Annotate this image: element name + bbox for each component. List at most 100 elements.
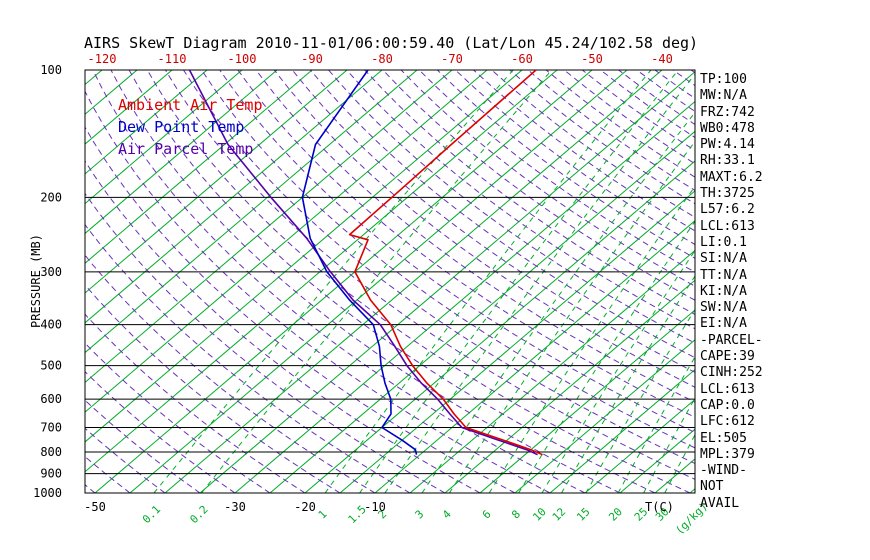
mixing-ratio-line — [153, 70, 514, 493]
bottom-axis-temp-label: -30 — [224, 500, 246, 514]
dry-adiabat-line — [509, 70, 695, 205]
top-axis-temp-label: -90 — [301, 52, 323, 66]
stat-l57: L57:6.2 — [700, 202, 755, 218]
top-axis-temp-label: -50 — [581, 52, 603, 66]
mixing-ratio-line — [488, 185, 695, 493]
mixing-ratio-line — [617, 356, 695, 493]
stat-ki: KI:N/A — [700, 283, 747, 299]
pressure-lines-group: 100 200 300 400 500 600 700 800 900 1000 — [33, 63, 695, 500]
top-axis-temp-label: -120 — [88, 52, 117, 66]
isotherm-line — [85, 70, 208, 175]
isotherm-line — [85, 70, 488, 413]
isotherm-line — [85, 70, 173, 145]
stat-cape: CAPE:39 — [700, 349, 755, 365]
stat-mw: MW:N/A — [700, 88, 747, 104]
stat-tt: TT:N/A — [700, 267, 747, 283]
curve-dew-point-temp — [301, 70, 418, 455]
bottom-axis-temp-label: -50 — [84, 500, 106, 514]
legend-dew-point-temp: Dew Point Temp — [118, 118, 244, 136]
dry-adiabat-line — [237, 70, 695, 418]
dry-adiabat-line — [85, 399, 201, 493]
isotherm-line — [584, 398, 695, 493]
isotherm-line — [85, 70, 558, 473]
dry-adiabat-line — [164, 70, 695, 480]
mixing-ratio-tick-label: 1 — [316, 508, 330, 522]
stat-ei: EI:N/A — [700, 316, 747, 332]
stat-lcl: LCL:613 — [700, 218, 755, 234]
mixing-ratio-tick-label: 20 — [606, 505, 625, 524]
stat-cap: CAP:0.0 — [700, 397, 755, 413]
pressure-tick-label: 500 — [40, 359, 62, 373]
isotherm-line — [479, 309, 695, 493]
pressure-tick-label: 900 — [40, 467, 62, 481]
stat-el: EL:505 — [700, 430, 747, 446]
dry-adiabat-line — [473, 70, 695, 232]
stat-wb0: WB0:478 — [700, 120, 755, 136]
mixing-ratio-line — [421, 111, 695, 493]
isotherm-line — [514, 339, 695, 493]
curve-ambient-air-temp — [348, 70, 543, 456]
pressure-tick-label: 1000 — [33, 486, 62, 500]
pressure-tick-label: 400 — [40, 318, 62, 332]
dry-adiabat-line — [183, 70, 695, 465]
dry-adiabat-line — [219, 70, 695, 434]
mixing-ratio-line — [201, 70, 553, 493]
stat-parcel: -PARCEL- — [700, 332, 763, 348]
dry-adiabat-line — [310, 70, 695, 359]
stat-th: TH:3725 — [700, 186, 755, 202]
top-axis-temp-label: -110 — [158, 52, 187, 66]
mixing-ratio-tick-label: 8 — [509, 508, 523, 522]
isotherm-line — [85, 70, 243, 205]
legend-ambient-air-temp: Ambient Air Temp — [118, 96, 263, 114]
mixing-ratio-line — [518, 220, 695, 493]
isotherm-line — [444, 279, 695, 493]
dry-adiabat-line — [85, 455, 131, 493]
pressure-tick-label: 100 — [40, 63, 62, 77]
dry-adiabat-line — [201, 70, 695, 449]
isotherm-line — [85, 70, 418, 354]
dry-adiabat-line — [364, 70, 695, 316]
stat-frz: FRZ:742 — [700, 104, 755, 120]
dry-adiabat-line — [400, 70, 695, 287]
mixing-ratio-labels-group: 0.1 0.2 1 1.5 2 3 4 6 8 10 12 15 20 25 30 — [140, 503, 672, 526]
isotherm-line — [304, 160, 695, 493]
dry-adiabat-line — [85, 313, 306, 493]
isotherm-line — [85, 70, 138, 115]
bottom-axis-temp-label: -20 — [294, 500, 316, 514]
isotherm-line — [164, 70, 663, 493]
isotherm-line — [549, 368, 695, 493]
mixing-ratio-line — [359, 70, 679, 493]
dry-adiabat-line — [110, 70, 621, 493]
stat-wind: -WIND- — [700, 463, 747, 479]
dry-adiabat-line — [291, 70, 695, 373]
mixing-ratio-line — [384, 73, 695, 493]
dry-adiabat-line — [85, 223, 411, 493]
mixing-ratio-tick-label: 15 — [574, 505, 593, 524]
dry-adiabat-line — [85, 254, 376, 493]
plot-frame — [84, 69, 696, 494]
pressure-tick-label: 300 — [40, 265, 62, 279]
isotherm-line — [409, 249, 695, 493]
stat-mpl: MPL:379 — [700, 446, 755, 462]
mixing-ratio-tick-label: 0.1 — [140, 503, 163, 526]
x-axis-unit-label: T(C) — [645, 500, 674, 514]
stat-avail: AVAIL — [700, 495, 740, 511]
y-axis-title: PRESSURE (MB) — [29, 234, 43, 328]
stats-panel: TP:100 MW:N/A FRZ:742 WB0:478 PW:4.14 RH:33.1… — [700, 72, 763, 512]
top-axis-temp-label: -80 — [371, 52, 393, 66]
mixing-ratio-tick-label: 4 — [440, 507, 454, 521]
isotherm-line — [94, 70, 593, 493]
stat-pw: PW:4.14 — [700, 137, 755, 153]
isotherm-line — [85, 70, 313, 264]
mixing-ratio-tick-label: 0.2 — [187, 503, 210, 526]
top-axis-temp-label: -40 — [651, 52, 673, 66]
dry-adiabat-line — [85, 342, 271, 493]
dry-adiabat-line — [527, 70, 695, 192]
mixing-ratio-line — [561, 275, 695, 493]
mixing-ratio-line — [585, 308, 695, 493]
chart-title: AIRS SkewT Diagram 2010-11-01/06:00:59.4… — [84, 34, 699, 52]
isotherm-line — [85, 70, 348, 294]
mixing-ratio-line — [448, 140, 695, 493]
